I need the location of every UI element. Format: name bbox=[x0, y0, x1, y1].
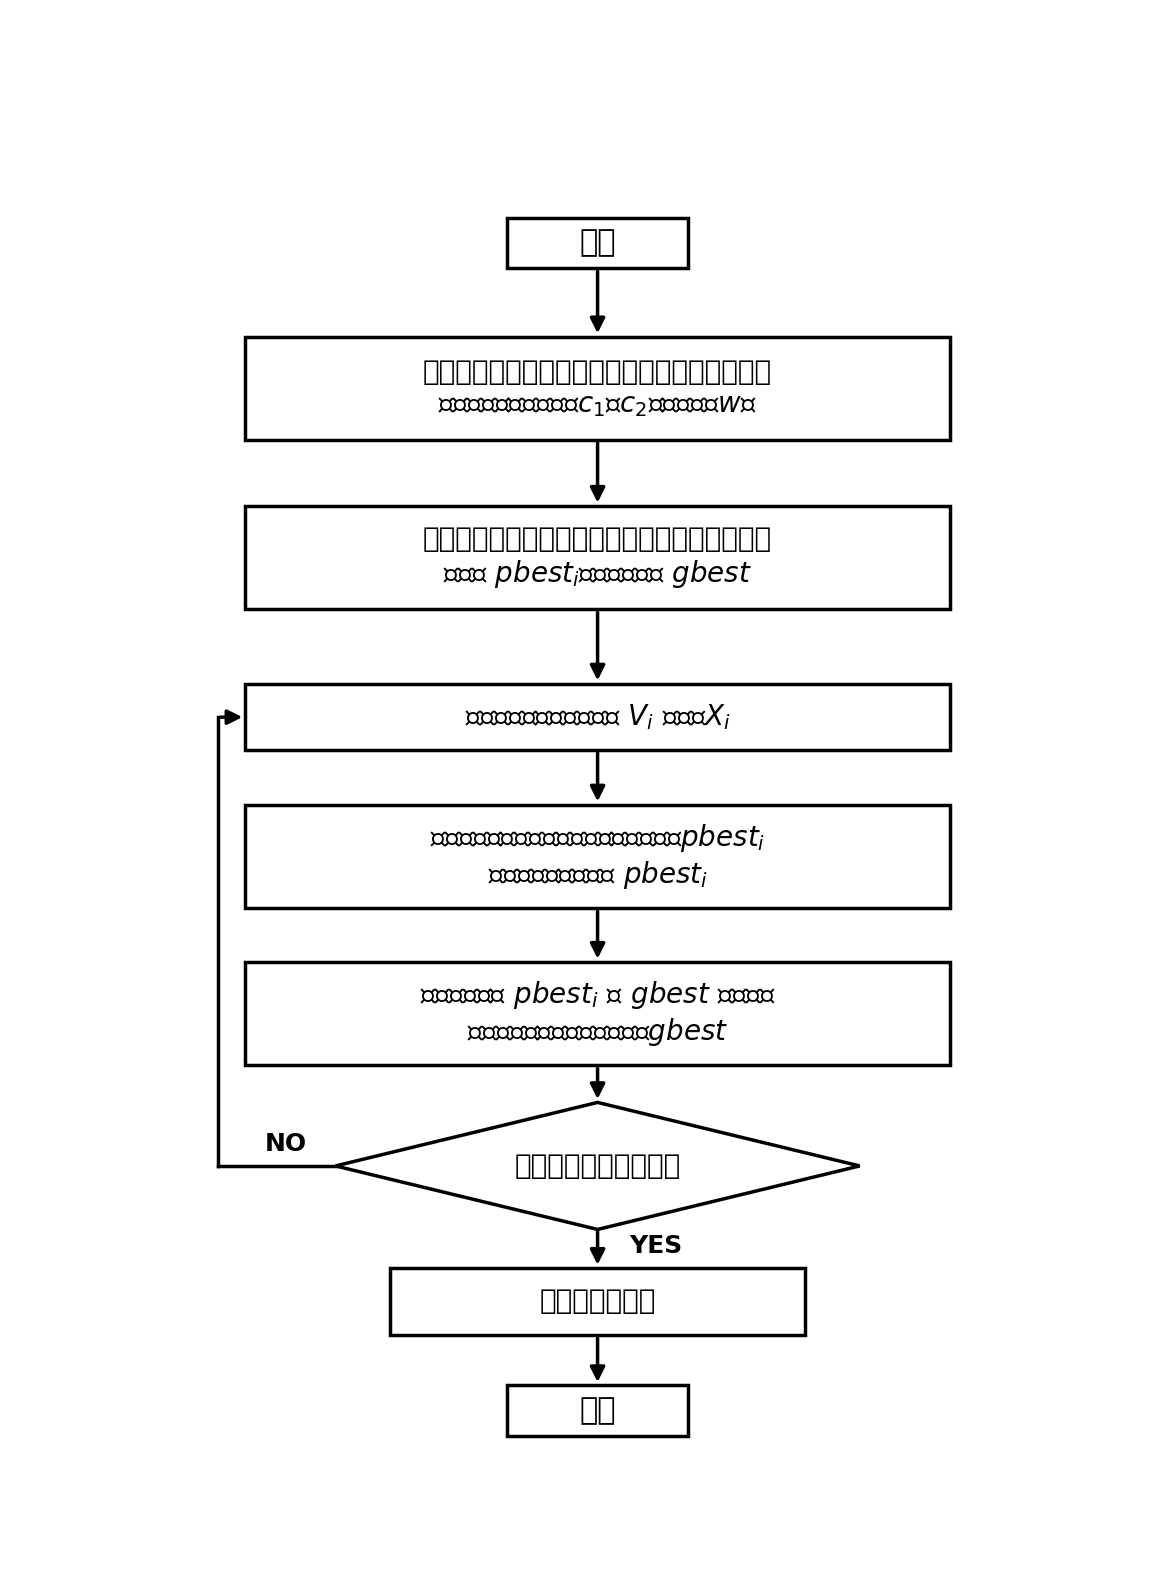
Text: 输出全局最优值: 输出全局最优值 bbox=[540, 1287, 655, 1315]
Text: 结束: 结束 bbox=[580, 1395, 616, 1425]
Text: 开始: 开始 bbox=[580, 228, 616, 258]
FancyBboxPatch shape bbox=[245, 683, 950, 751]
Text: 根据公式更新粒子的速度 $V_i$ 和位置$X_i$: 根据公式更新粒子的速度 $V_i$ 和位置$X_i$ bbox=[465, 702, 730, 732]
Text: 判断是否满足终止条件: 判断是否满足终止条件 bbox=[514, 1152, 681, 1180]
Text: 计算每个粒子目标函数对应的目标值，确定个体
最优值 $pbest_i$和全局最优值 $gbest$: 计算每个粒子目标函数对应的目标值，确定个体 最优值 $pbest_i$和全局最优… bbox=[423, 525, 772, 589]
Text: 比较当前所有 $pbest_i$ 和 $gbest$ 中的目标
值，更新粒子群的全局最优值$gbest$: 比较当前所有 $pbest_i$ 和 $gbest$ 中的目标 值，更新粒子群的… bbox=[420, 979, 775, 1048]
Text: YES: YES bbox=[630, 1233, 683, 1258]
FancyBboxPatch shape bbox=[245, 506, 950, 610]
Text: NO: NO bbox=[265, 1133, 307, 1156]
FancyBboxPatch shape bbox=[245, 336, 950, 440]
FancyBboxPatch shape bbox=[389, 1268, 806, 1335]
FancyBboxPatch shape bbox=[245, 961, 950, 1065]
FancyBboxPatch shape bbox=[245, 804, 950, 908]
FancyBboxPatch shape bbox=[507, 217, 688, 269]
Text: 评估每个粒子的目标值，将当前目标值与$pbest_i$
中目标值比较，更新 $pbest_i$: 评估每个粒子的目标值，将当前目标值与$pbest_i$ 中目标值比较，更新 $p… bbox=[430, 822, 765, 891]
Polygon shape bbox=[336, 1103, 859, 1230]
Text: 初始化粒子群，包括目标函数和各参数，粒子的
速度、位置、学习因子$c_1$和$c_2$、惯性权重$w$等: 初始化粒子群，包括目标函数和各参数，粒子的 速度、位置、学习因子$c_1$和$c… bbox=[423, 358, 772, 419]
FancyBboxPatch shape bbox=[507, 1386, 688, 1436]
